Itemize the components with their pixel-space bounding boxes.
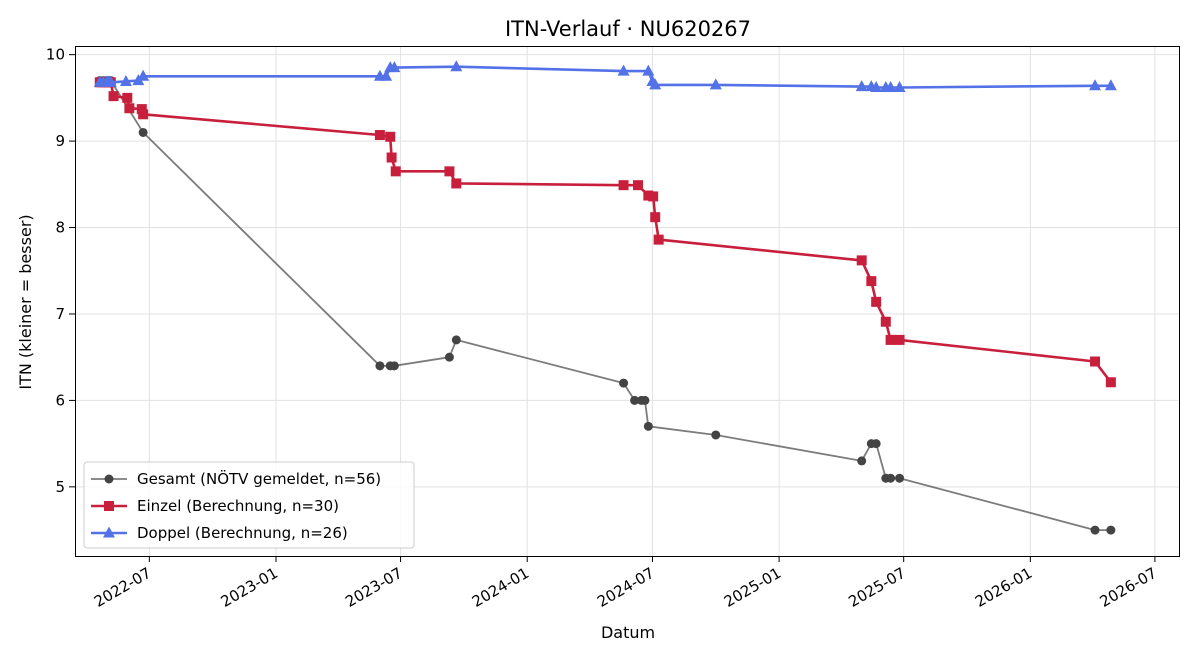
grid (75, 46, 1179, 556)
data-point (385, 131, 396, 142)
data-point (375, 361, 385, 371)
data-point (895, 473, 905, 483)
data-point (630, 395, 640, 405)
y-tick-label: 9 (55, 132, 65, 150)
legend: Gesamt (NÖTV gemeldet, n=56) Einzel (Bere… (83, 461, 415, 549)
series-triangle (93, 60, 1117, 92)
y-axis-label: ITN (kleiner = besser) (16, 214, 35, 389)
data-point (1089, 79, 1102, 91)
data-point (642, 64, 655, 76)
data-point (1090, 525, 1100, 535)
data-point (450, 60, 463, 72)
data-point (451, 335, 461, 345)
y-tick-label: 8 (55, 219, 65, 237)
data-point (643, 421, 653, 431)
data-point (389, 361, 399, 371)
data-point (617, 64, 630, 76)
data-point (619, 378, 629, 388)
data-point (711, 430, 721, 440)
legend-marker (104, 501, 114, 511)
data-point (894, 334, 905, 345)
series-line (99, 81, 1112, 384)
data-point (119, 74, 132, 86)
data-point (866, 276, 877, 287)
x-tick-label: 2026-01 (972, 564, 1035, 611)
x-tick-label: 2024-07 (594, 564, 657, 611)
data-point (380, 69, 393, 81)
plot-frame (75, 46, 1180, 557)
x-axis-label: Datum (601, 623, 655, 642)
data-point (856, 255, 867, 266)
data-point (122, 92, 133, 103)
data-point (137, 69, 150, 81)
y-tick-label: 6 (55, 391, 65, 409)
data-point (1106, 525, 1116, 535)
data-point (104, 75, 117, 87)
x-tick-label: 2023-01 (218, 564, 281, 611)
data-point (390, 166, 401, 177)
data-point (857, 456, 867, 466)
data-point (880, 316, 891, 327)
data-point (374, 130, 385, 141)
series-line (99, 65, 1111, 89)
data-point (871, 296, 882, 307)
data-point (884, 80, 897, 92)
data-point (1105, 377, 1116, 388)
data-point (388, 61, 401, 73)
data-point (885, 334, 896, 345)
data-point (640, 395, 650, 405)
data-point (893, 80, 906, 92)
legend-box (83, 461, 415, 549)
data-point (136, 104, 147, 115)
x-tick-label: 2022-07 (91, 564, 154, 611)
data-point (1104, 79, 1117, 91)
y-tick-label: 10 (46, 46, 65, 64)
legend-label: Einzel (Berechnung, n=30) (137, 497, 339, 515)
data-point (444, 352, 454, 362)
legend-marker (104, 474, 114, 484)
data-point (650, 212, 661, 223)
x-axis-ticks: 2022-07 2023-01 2023-07 2024-01 2024-07 2025-… (91, 556, 1160, 611)
data-point (1090, 356, 1101, 367)
data-point (124, 103, 135, 114)
x-tick-label: 2025-01 (721, 564, 784, 611)
x-tick-label: 2025-07 (845, 564, 908, 611)
data-point (649, 78, 662, 90)
y-tick-label: 5 (55, 478, 65, 496)
data-point (870, 80, 883, 92)
data-point (138, 109, 149, 120)
data-point (653, 234, 664, 245)
data-point (871, 439, 881, 449)
data-point (386, 152, 397, 163)
chart-title: ITN-Verlauf · NU620267 (505, 17, 751, 41)
data-point (138, 127, 148, 137)
data-point (444, 166, 455, 177)
x-tick-label: 2024-01 (469, 564, 532, 611)
legend-label: Gesamt (NÖTV gemeldet, n=56) (137, 469, 381, 488)
data-point (709, 78, 722, 90)
data-point (618, 180, 629, 191)
legend-label: Doppel (Berechnung, n=26) (137, 524, 348, 542)
data-point (855, 80, 868, 92)
data-point (633, 180, 644, 191)
series-square (94, 77, 1116, 388)
data-point (451, 178, 462, 189)
legend-marker (103, 526, 115, 538)
y-tick-label: 7 (55, 305, 65, 323)
data-point (108, 91, 119, 102)
data-point (886, 473, 896, 483)
y-axis-ticks: 5 6 7 8 9 10 (46, 46, 75, 496)
x-tick-label: 2023-07 (342, 564, 405, 611)
x-tick-label: 2026-07 (1097, 564, 1160, 611)
data-point (648, 191, 659, 202)
series-layer (93, 60, 1117, 535)
